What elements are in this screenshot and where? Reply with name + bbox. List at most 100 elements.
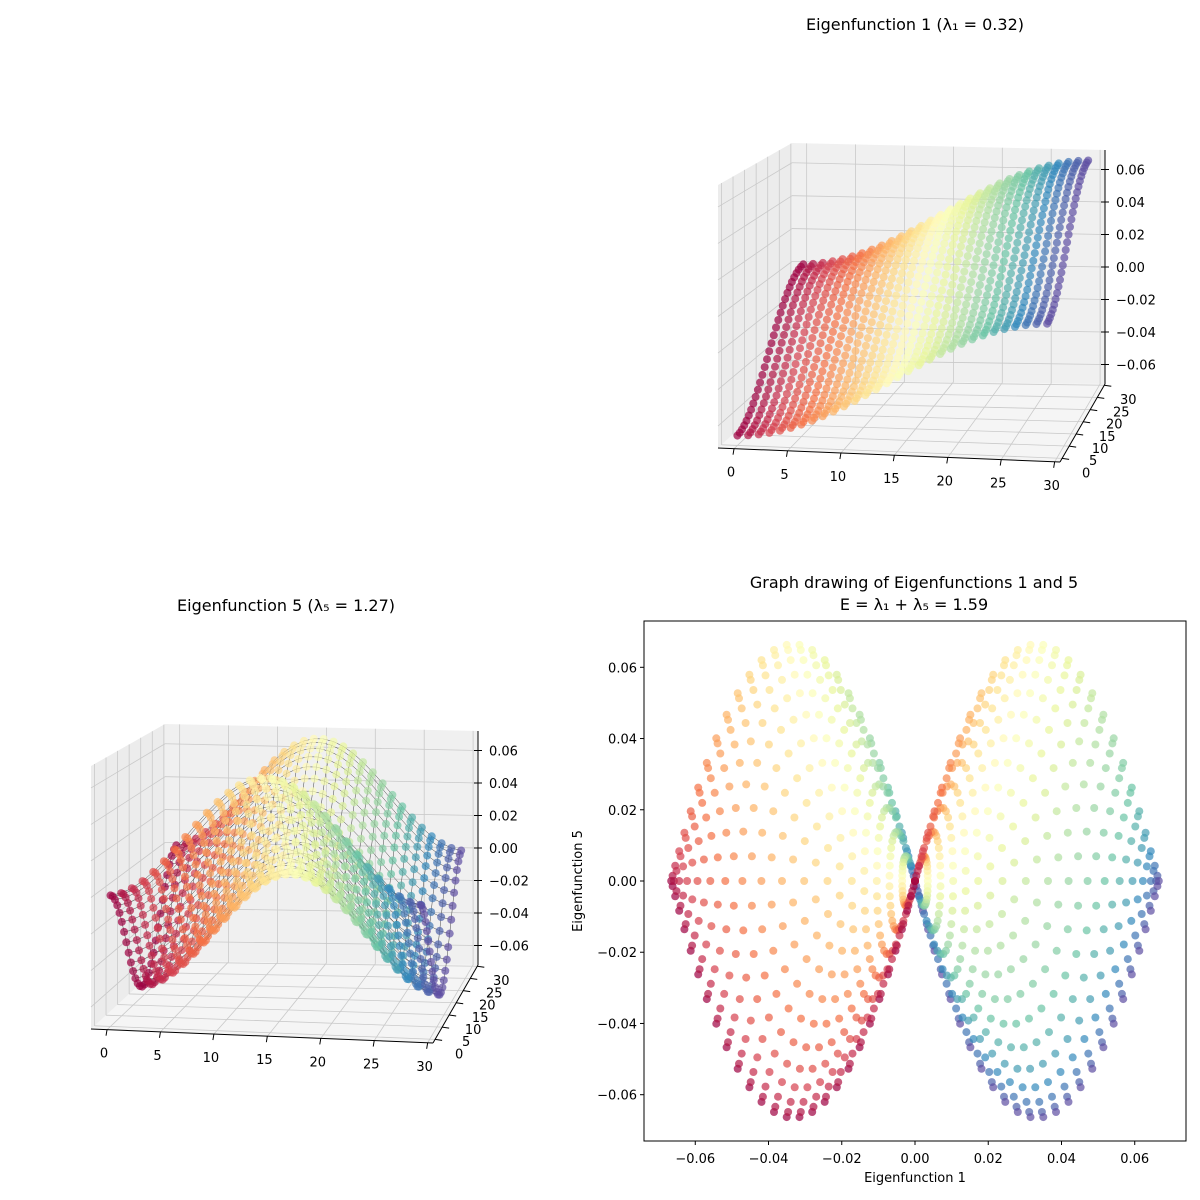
data-point — [830, 355, 839, 364]
data-point — [1006, 788, 1015, 797]
data-point — [426, 836, 435, 845]
data-point — [305, 862, 314, 871]
data-point — [204, 858, 213, 867]
z-tick-label: 0.02 — [489, 810, 518, 825]
data-point — [905, 311, 914, 320]
data-point — [437, 913, 446, 921]
x-tick-label: 0.00 — [901, 1152, 930, 1167]
data-point — [1123, 955, 1132, 964]
data-point — [309, 800, 318, 809]
data-point — [908, 263, 917, 272]
data-point — [312, 850, 321, 859]
x-tick — [372, 1040, 375, 1047]
data-point — [985, 920, 994, 929]
data-point — [385, 801, 394, 810]
data-point — [1055, 223, 1064, 232]
data-point — [1141, 828, 1150, 837]
data-point — [304, 752, 313, 761]
data-point — [1018, 216, 1026, 225]
data-point — [379, 892, 388, 900]
data-point — [222, 887, 231, 896]
data-point — [1011, 322, 1019, 331]
data-point — [178, 925, 187, 934]
data-point — [765, 1068, 774, 1076]
data-point — [706, 979, 715, 988]
data-point — [790, 670, 799, 679]
data-point — [1013, 238, 1022, 247]
data-point — [840, 1028, 849, 1037]
data-point — [818, 995, 827, 1004]
data-point — [416, 827, 425, 836]
data-point — [828, 363, 837, 372]
grid-line — [106, 1014, 443, 1028]
data-point — [1111, 788, 1120, 797]
data-point — [391, 831, 400, 840]
data-point — [172, 929, 180, 938]
data-point — [255, 868, 264, 877]
data-point — [948, 318, 957, 327]
data-point — [149, 903, 158, 912]
data-point — [675, 877, 684, 885]
data-point — [316, 744, 324, 753]
data-point — [1072, 686, 1081, 694]
data-point — [847, 877, 856, 885]
data-point — [953, 758, 962, 767]
z-tick-label: −0.04 — [489, 907, 529, 922]
data-point — [276, 802, 284, 811]
data-point — [857, 356, 866, 365]
data-point — [149, 867, 158, 876]
data-point — [327, 830, 335, 839]
data-point — [335, 752, 344, 761]
data-point — [672, 866, 681, 875]
data-point — [944, 296, 953, 305]
data-point — [1006, 226, 1015, 235]
data-point — [847, 1004, 856, 1013]
data-point — [454, 857, 463, 866]
x-tick-label: −0.04 — [749, 1152, 789, 1167]
data-point — [216, 857, 225, 866]
data-point — [935, 901, 944, 910]
data-point — [814, 310, 823, 319]
data-point — [961, 906, 970, 915]
data-point — [975, 239, 984, 248]
data-point — [857, 323, 866, 332]
data-point — [800, 837, 809, 846]
data-point — [994, 715, 1003, 724]
data-point — [1054, 853, 1063, 862]
data-point — [927, 292, 936, 301]
data-point — [447, 915, 456, 924]
data-point — [990, 758, 999, 767]
data-point — [787, 375, 796, 384]
data-point — [212, 898, 221, 907]
data-point — [351, 874, 360, 883]
data-point — [812, 822, 821, 831]
y-tick-label: 20 — [1106, 418, 1123, 433]
data-point — [861, 307, 870, 316]
data-point — [1032, 193, 1041, 202]
data-point — [911, 321, 920, 329]
data-point — [410, 865, 419, 874]
data-point — [1038, 262, 1047, 271]
data-point — [152, 967, 161, 976]
data-point — [753, 1053, 762, 1062]
data-point — [869, 277, 878, 286]
data-point — [999, 734, 1008, 743]
data-point — [1108, 900, 1117, 909]
data-point — [779, 369, 788, 378]
data-point — [1076, 670, 1085, 679]
data-point — [225, 836, 234, 845]
x-tick-label: 30 — [416, 1060, 433, 1075]
data-point — [373, 797, 382, 806]
data-point — [746, 675, 755, 684]
data-point — [1021, 321, 1030, 330]
data-point — [407, 959, 416, 968]
data-point — [1060, 253, 1069, 262]
data-point — [958, 313, 967, 322]
data-point — [181, 833, 190, 841]
data-point — [818, 412, 827, 421]
data-point — [332, 770, 341, 779]
data-point — [982, 212, 991, 220]
data-point — [145, 941, 154, 950]
data-point — [881, 266, 890, 275]
data-point — [375, 921, 383, 930]
